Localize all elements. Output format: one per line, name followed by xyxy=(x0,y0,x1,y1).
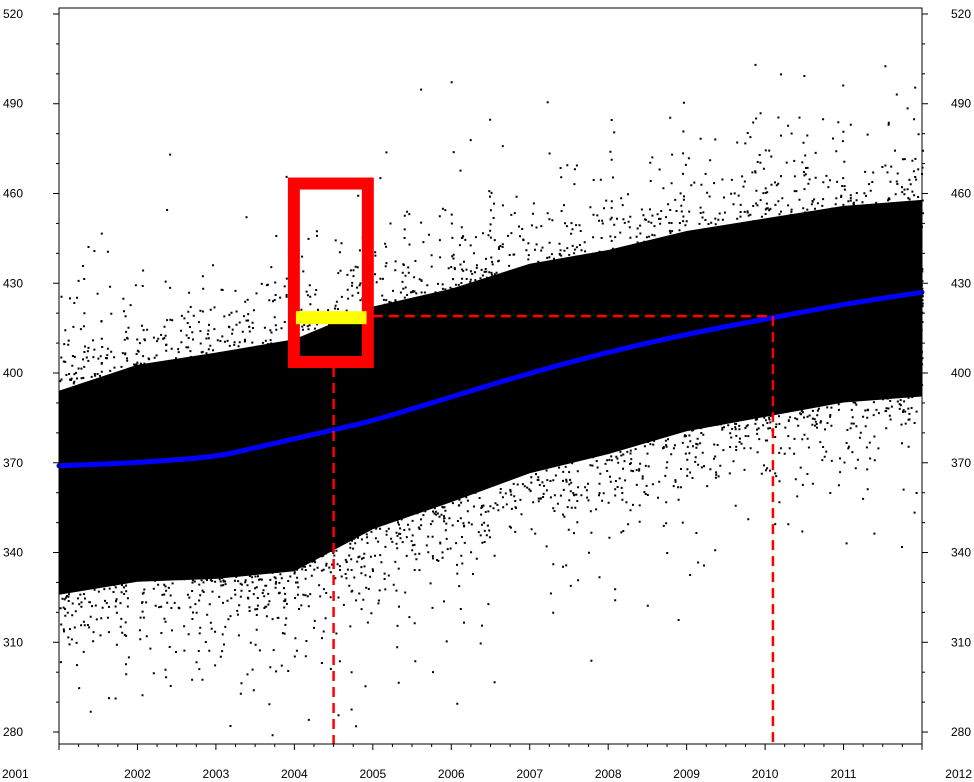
y-tick-label-right: 340 xyxy=(951,546,971,560)
scatter-core-band xyxy=(59,199,922,595)
y-tick-label-left: 340 xyxy=(3,546,23,560)
y-tick-label-right: 490 xyxy=(951,97,971,111)
y-tick-label-right: 310 xyxy=(951,635,971,649)
y-tick-label-left: 310 xyxy=(3,635,23,649)
y-tick-label-left: 280 xyxy=(3,725,23,739)
y-tick-label-right: 280 xyxy=(951,725,971,739)
x-tick-label: 2007 xyxy=(516,767,543,781)
trend-line-layer xyxy=(56,289,925,469)
scatter-point-cloud xyxy=(59,63,924,737)
x-tick-label: 2009 xyxy=(673,767,700,781)
y-tick-label-left: 370 xyxy=(3,456,23,470)
y-tick-label-right: 370 xyxy=(951,456,971,470)
x-tick-label: 2002 xyxy=(124,767,151,781)
x-tick-label: 2006 xyxy=(438,767,465,781)
y-tick-label-left: 490 xyxy=(3,97,23,111)
reference-bar xyxy=(295,311,367,325)
y-tick-label-right: 460 xyxy=(951,186,971,200)
x-axis: 2001 2002 2003 2004 2005 2006 2007 2008 2009 2010… xyxy=(2,744,972,781)
y-tick-label-right: 400 xyxy=(951,366,971,380)
x-tick-label: 2012 xyxy=(945,767,972,781)
y-tick-label-right: 430 xyxy=(951,276,971,290)
x-tick-label: 2010 xyxy=(752,767,779,781)
y-tick-label-left: 430 xyxy=(3,276,23,290)
x-tick-label: 2005 xyxy=(359,767,386,781)
y-tick-label-left: 460 xyxy=(3,186,23,200)
y-tick-label-left: 520 xyxy=(3,7,23,21)
x-tick-label: 2001 xyxy=(2,767,29,781)
y-tick-label-right: 520 xyxy=(951,7,971,21)
x-tick-label: 2011 xyxy=(831,767,857,781)
x-tick-label: 2004 xyxy=(281,767,308,781)
y-tick-label-left: 400 xyxy=(3,366,23,380)
scatter-points xyxy=(59,63,924,737)
trend-line-0 xyxy=(56,289,925,469)
annotation-layer xyxy=(287,177,775,744)
y-axis-left: 280 310 340 370 400 430 460 490 520 xyxy=(3,7,59,739)
x-tick-label: 2008 xyxy=(595,767,622,781)
y-axis-right: 280 310 340 370 400 430 460 490 520 xyxy=(922,7,971,739)
x-tick-label: 2003 xyxy=(203,767,230,781)
highlight-box xyxy=(287,177,374,369)
